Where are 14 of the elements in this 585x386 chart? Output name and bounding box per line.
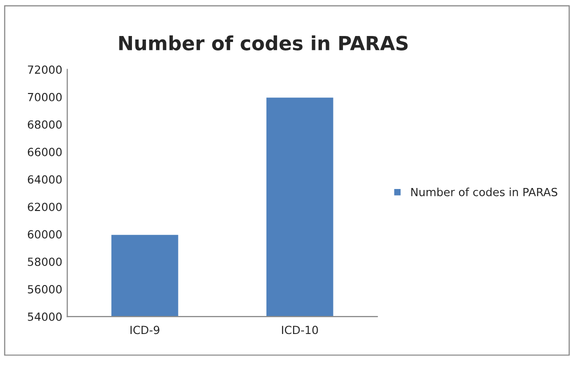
y-tick-label: 70000	[28, 92, 62, 102]
y-tick-label: 68000	[28, 120, 62, 129]
y-tick-label: 64000	[28, 175, 62, 184]
chart-title: Number of codes in PARAS	[119, 35, 408, 50]
x-tick-label: ICD-9	[130, 326, 160, 334]
y-tick-label: 60000	[28, 230, 62, 239]
y-tick-label: 72000	[28, 65, 62, 74]
x-tick-label: ICD-10	[282, 326, 318, 334]
y-tick-label: 62000	[28, 202, 62, 212]
y-tick-label: 66000	[28, 148, 62, 156]
y-tick-label: 56000	[28, 285, 62, 294]
y-tick-label: 54000	[28, 312, 62, 321]
y-tick-label: 58000	[28, 258, 62, 266]
legend-label: Number of codes in PARAS	[411, 188, 558, 196]
